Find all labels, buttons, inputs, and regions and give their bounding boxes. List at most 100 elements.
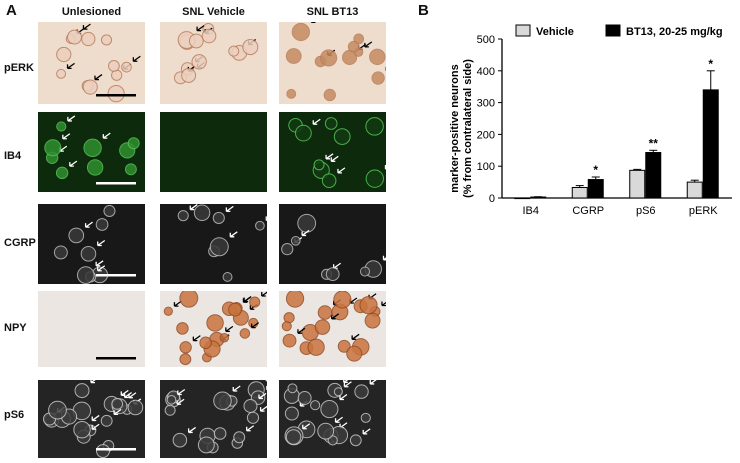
arrow-marker-icon bbox=[189, 204, 198, 211]
neuron-profile bbox=[249, 296, 261, 308]
neuron-profile bbox=[281, 321, 292, 332]
legend-label-vehicle: Vehicle bbox=[536, 26, 574, 38]
neuron-profile bbox=[213, 391, 232, 410]
neuron-profile bbox=[164, 404, 176, 416]
arrow-marker-icon bbox=[95, 260, 104, 267]
arrow-marker-icon bbox=[301, 229, 310, 237]
neuron-profile bbox=[297, 391, 312, 405]
neuron-profile bbox=[206, 314, 224, 332]
neuron-profile bbox=[86, 159, 104, 176]
arrow-marker-icon bbox=[225, 325, 234, 333]
arrow-marker-icon bbox=[312, 118, 321, 125]
neuron-profile bbox=[124, 163, 137, 176]
neuron-profile bbox=[359, 266, 371, 277]
arrow-marker-icon bbox=[177, 388, 186, 396]
y-axis-label: (% from contralateral side) bbox=[462, 59, 474, 198]
y-tick-label: 100 bbox=[477, 161, 495, 173]
legend-swatch-vehicle bbox=[515, 24, 531, 37]
row-label-npy: NPY bbox=[4, 322, 27, 334]
micrograph-cgrp-snl-vehicle bbox=[160, 204, 267, 284]
neuron-profile bbox=[179, 291, 199, 308]
arrow-marker-icon bbox=[259, 405, 267, 412]
neuron-profile bbox=[282, 333, 297, 348]
neuron-profile bbox=[172, 432, 188, 448]
neuron-profile bbox=[212, 211, 225, 225]
arrow-marker-icon bbox=[91, 423, 100, 430]
neuron-profile bbox=[317, 422, 335, 440]
arrow-marker-icon bbox=[261, 291, 267, 297]
neuron-profile bbox=[285, 291, 305, 308]
neuron-profile bbox=[176, 322, 189, 335]
arrow-marker-icon bbox=[187, 426, 197, 434]
arrow-marker-icon bbox=[343, 380, 349, 384]
neuron-profile bbox=[371, 71, 385, 85]
neuron-profile bbox=[228, 45, 240, 57]
column-header-snl-vehicle: SNL Vehicle bbox=[182, 6, 245, 18]
significance-marker: ** bbox=[649, 136, 659, 150]
neuron-profile bbox=[297, 213, 317, 233]
arrow-marker-icon bbox=[381, 301, 386, 307]
x-tick-label: IB4 bbox=[522, 205, 539, 217]
neuron-profile bbox=[286, 88, 297, 99]
neuron-profile bbox=[95, 218, 109, 231]
scale-bar bbox=[96, 182, 136, 185]
micrograph-npy-unlesioned bbox=[38, 291, 145, 367]
y-tick-label: 500 bbox=[477, 34, 495, 46]
neuron-profile bbox=[222, 271, 233, 282]
neuron-profile bbox=[74, 383, 90, 399]
micrograph-ib4-snl-vehicle bbox=[160, 112, 267, 192]
neuron-profile bbox=[287, 383, 298, 394]
neuron-profile bbox=[177, 210, 189, 222]
arrow-marker-icon bbox=[62, 133, 71, 140]
neuron-profile bbox=[283, 312, 295, 324]
micrograph-perk-snl-vehicle bbox=[160, 22, 267, 104]
micrograph-ib4-unlesioned bbox=[38, 112, 145, 192]
neuron-profile bbox=[201, 28, 217, 44]
neuron-profile bbox=[239, 328, 251, 339]
neuron-profile bbox=[193, 204, 211, 222]
micrograph-cgrp-snl-bt13 bbox=[279, 204, 386, 284]
y-tick-label: 0 bbox=[489, 193, 495, 205]
bar-bt13 bbox=[645, 152, 662, 199]
scale-bar bbox=[96, 357, 136, 360]
neuron-profile bbox=[73, 420, 91, 439]
column-header-snl-bt13: SNL BT13 bbox=[306, 6, 359, 18]
neuron-profile bbox=[96, 444, 110, 458]
neuron-profile bbox=[255, 220, 265, 231]
arrow-marker-icon bbox=[176, 398, 185, 405]
neuron-profile bbox=[284, 406, 299, 421]
y-tick-label: 300 bbox=[477, 98, 495, 110]
neuron-profile bbox=[313, 159, 325, 171]
arrow-marker-icon bbox=[369, 380, 377, 385]
arrow-marker-icon bbox=[196, 25, 205, 32]
micrograph-perk-unlesioned bbox=[38, 22, 145, 104]
arrow-marker-icon bbox=[339, 393, 348, 401]
neuron-profile bbox=[233, 431, 246, 444]
arrow-marker-icon bbox=[302, 423, 311, 430]
neuron-profile bbox=[324, 117, 338, 130]
neuron-profile bbox=[321, 173, 337, 188]
legend-swatch-bt13 bbox=[605, 24, 621, 37]
arrow-marker-icon bbox=[362, 428, 371, 435]
arrow-marker-icon bbox=[364, 41, 373, 48]
neuron-profile bbox=[243, 398, 258, 413]
neuron-profile bbox=[359, 296, 378, 315]
arrow-marker-icon bbox=[94, 74, 103, 81]
neuron-profile bbox=[307, 338, 325, 356]
x-tick-label: pS6 bbox=[636, 205, 656, 217]
scale-bar bbox=[96, 448, 136, 451]
arrow-marker-icon bbox=[232, 385, 241, 392]
arrow-marker-icon bbox=[258, 392, 267, 400]
neuron-profile bbox=[56, 68, 67, 79]
neuron-profile bbox=[76, 266, 95, 284]
arrow-marker-icon bbox=[229, 231, 238, 238]
neuron-profile bbox=[188, 33, 204, 49]
arrow-marker-icon bbox=[84, 221, 93, 228]
neuron-profile bbox=[310, 400, 321, 411]
neuron-profile bbox=[55, 166, 69, 180]
neuron-profile bbox=[56, 121, 67, 132]
arrow-marker-icon bbox=[192, 335, 201, 342]
neuron-profile bbox=[369, 48, 386, 66]
neuron-profile bbox=[100, 414, 113, 427]
neuron-profile bbox=[290, 235, 301, 246]
